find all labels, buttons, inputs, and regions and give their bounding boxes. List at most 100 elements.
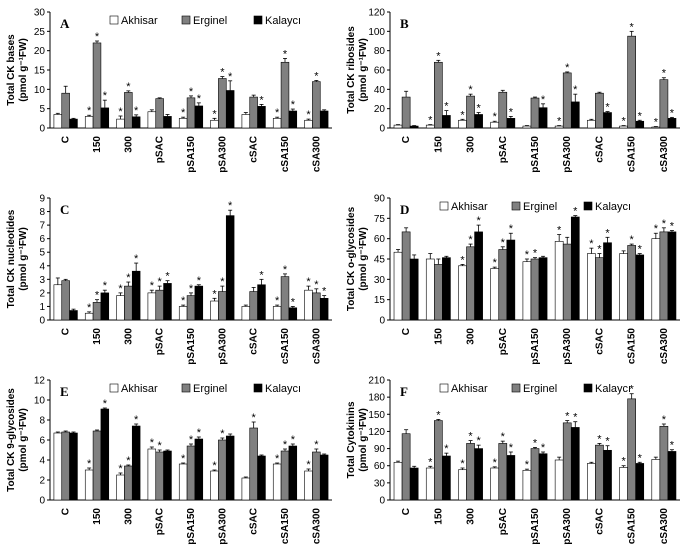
- bar-erginel-psa300: [562, 422, 572, 501]
- legend-label: Akhisar: [451, 383, 488, 395]
- bar-akhisar-150: [425, 258, 435, 321]
- significance-star: *: [444, 101, 449, 113]
- category-label: 300: [466, 136, 477, 153]
- y-tick-label: 4: [39, 261, 45, 272]
- y-axis-label: Total CK ribosides: [346, 26, 357, 114]
- legend-swatch: [109, 383, 119, 393]
- significance-star: *: [220, 276, 225, 288]
- bar-kalayc-c: [409, 258, 419, 321]
- category-label: cSAC: [249, 508, 260, 535]
- significance-star: *: [428, 115, 433, 127]
- bar-kalayc-c: [69, 118, 78, 129]
- legend-swatch: [253, 383, 263, 393]
- category-label: pSA150: [186, 508, 197, 545]
- bar-erginel-psa300: [218, 78, 227, 129]
- significance-star: *: [493, 111, 498, 123]
- bar-akhisar-psa150: [178, 463, 188, 501]
- bar-erginel-psa300: [218, 439, 227, 501]
- bar-akhisar-csa300: [651, 459, 661, 501]
- significance-star: *: [565, 411, 570, 423]
- bar-akhisar-c: [393, 251, 403, 321]
- significance-star: *: [662, 68, 667, 80]
- y-tick-label: 10: [34, 85, 46, 96]
- significance-star: *: [126, 272, 131, 284]
- chart-panel-b: 0 20 40 60 80 100 120 Total CK ribosides (pmol g…: [346, 8, 680, 173]
- bar-kalayc-csa150: [635, 254, 645, 321]
- category-label: C: [401, 328, 412, 335]
- category-label: 300: [466, 328, 477, 345]
- significance-star: *: [322, 286, 327, 298]
- significance-star: *: [630, 384, 635, 396]
- bar-erginel-300: [124, 465, 133, 501]
- legend-label: Kalaycı: [595, 201, 631, 213]
- legend-swatch: [109, 15, 119, 25]
- y-tick-label: 30: [34, 8, 46, 19]
- bar-kalayc-150: [100, 292, 110, 321]
- category-label: pSA150: [530, 508, 541, 545]
- bar-akhisar-csa300: [304, 470, 313, 501]
- category-label: cSA300: [311, 328, 322, 365]
- category-label: pSAC: [498, 136, 509, 163]
- bar-erginel-300: [124, 285, 133, 321]
- bar-akhisar-150: [84, 469, 94, 501]
- bar-erginel-psa150: [186, 295, 196, 321]
- category-label: cSA150: [280, 508, 291, 545]
- y-tick-label: 25: [34, 27, 46, 38]
- bar-kalayc-300: [474, 114, 483, 129]
- bar-kalayc-psa300: [570, 101, 580, 129]
- y-tick-label: 5: [39, 248, 45, 259]
- bar-kalayc-psa150: [194, 285, 204, 321]
- legend-label: Kalaycı: [265, 15, 301, 27]
- y-axis-unit: (pmol g⁻¹FW): [358, 38, 369, 102]
- legend-swatch: [583, 201, 593, 211]
- significance-star: *: [605, 227, 610, 239]
- significance-star: *: [557, 225, 562, 237]
- significance-star: *: [118, 463, 123, 475]
- legend-swatch: [511, 201, 521, 211]
- y-tick-label: 90: [374, 444, 386, 455]
- y-axis-label: Total CK bases: [6, 34, 17, 106]
- bar-erginel-psa300: [562, 243, 572, 321]
- significance-star: *: [181, 453, 186, 465]
- bar-kalayc-150: [100, 107, 110, 129]
- legend-swatch: [181, 383, 191, 393]
- significance-star: *: [158, 440, 163, 452]
- bar-kalayc-300: [474, 448, 483, 501]
- category-label: pSAC: [498, 508, 509, 535]
- panel-letter: B: [400, 16, 409, 31]
- significance-star: *: [275, 107, 280, 119]
- y-tick-label: 15: [374, 295, 386, 306]
- category-label: pSA150: [530, 136, 541, 173]
- y-tick-label: 30: [374, 275, 386, 286]
- legend-label: Erginel: [523, 383, 557, 395]
- category-label: 300: [123, 136, 134, 153]
- legend-label: Erginel: [193, 383, 227, 395]
- category-label: pSA300: [562, 328, 573, 365]
- significance-star: *: [662, 218, 667, 230]
- significance-star: *: [509, 442, 514, 454]
- bar-akhisar-psac: [490, 268, 500, 321]
- bar-akhisar-csac: [241, 306, 251, 321]
- bar-kalayc-psa150: [194, 438, 204, 501]
- significance-star: *: [197, 93, 202, 105]
- category-label: pSA300: [217, 328, 228, 365]
- bar-kalayc-psac: [163, 450, 172, 501]
- significance-star: *: [306, 109, 311, 121]
- y-axis-unit: (pmol g⁻¹FW): [18, 408, 29, 472]
- category-label: cSA150: [627, 136, 638, 173]
- category-label: cSAC: [594, 136, 605, 163]
- significance-star: *: [252, 412, 257, 424]
- bar-kalayc-csa150: [635, 463, 645, 501]
- bar-erginel-psac: [498, 91, 508, 129]
- y-tick-label: 10: [34, 396, 46, 407]
- category-label: pSA150: [530, 328, 541, 365]
- significance-star: *: [436, 409, 441, 421]
- significance-star: *: [460, 109, 465, 121]
- y-axis-unit: (pmol g⁻¹FW): [18, 227, 29, 291]
- significance-star: *: [630, 234, 635, 246]
- significance-star: *: [476, 103, 481, 115]
- chart-panel-e: 0 2 4 6 8 10 12 Total CK 9-glycosides (pmol g⁻¹F…: [6, 376, 332, 545]
- significance-star: *: [493, 257, 498, 269]
- bar-kalayc-300: [131, 116, 141, 129]
- significance-star: *: [476, 215, 481, 227]
